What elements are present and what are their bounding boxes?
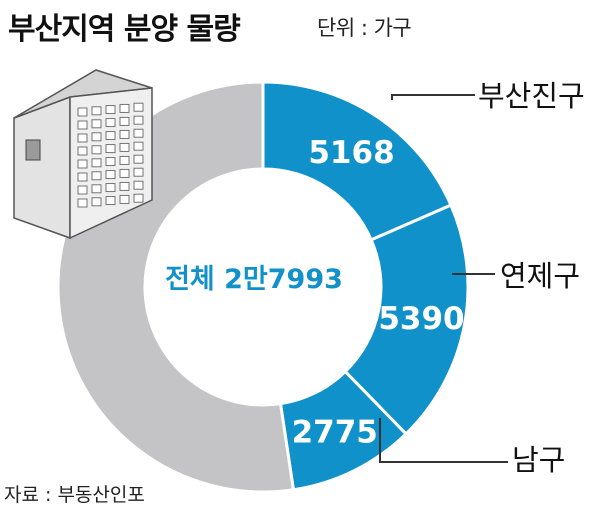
leader-lines <box>379 94 508 463</box>
leader-line <box>391 94 475 100</box>
slice-value-label: 5168 <box>308 135 394 171</box>
chart-title: 부산지역 분양 물량 <box>8 12 241 47</box>
slice-value-label: 5390 <box>378 301 464 337</box>
total-label: 전체 2만7993 <box>165 264 343 295</box>
category-label: 남구 <box>512 443 565 477</box>
slice-value-label: 2775 <box>292 415 378 451</box>
source-label: 자료 : 부동산인포 <box>4 484 145 506</box>
apartment-building-icon <box>13 69 153 240</box>
unit-label: 단위 : 가구 <box>317 16 412 40</box>
category-label: 연제구 <box>500 259 580 293</box>
category-label: 부산진구 <box>478 79 585 113</box>
leader-line <box>379 418 508 463</box>
donut-slice-연제구 <box>343 203 470 437</box>
